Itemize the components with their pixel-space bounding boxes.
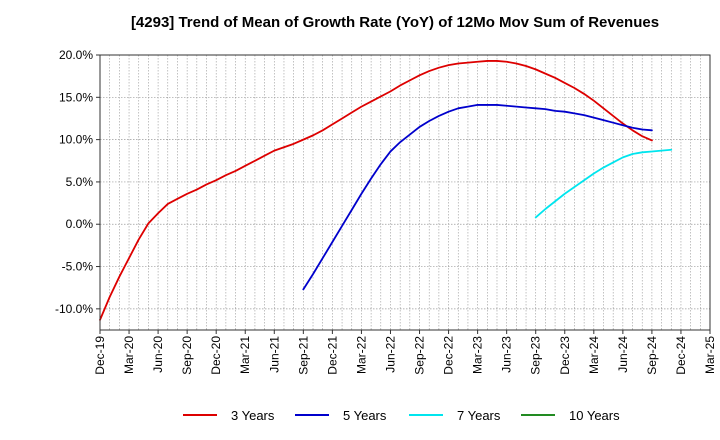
x-tick-label: Dec-21 [325, 336, 339, 375]
series-line-3-years [99, 60, 653, 321]
x-tick-label: Mar-21 [238, 336, 252, 374]
y-axis-ticks: 20.0% 15.0% 10.0% 5.0% 0.0% -5.0% -10.0% [55, 48, 100, 316]
x-tick-label: Mar-20 [122, 336, 136, 374]
plot-frame [99, 54, 711, 331]
legend-swatch-5-years [295, 414, 329, 416]
x-tick-label: Jun-22 [383, 336, 397, 373]
x-tick-label: Jun-21 [267, 336, 281, 373]
legend-label-5-years: 5 Years [343, 407, 387, 423]
legend-item-5-years: 5 Years [295, 404, 386, 426]
x-tick-label: Sep-23 [529, 336, 543, 375]
x-tick-label: Dec-22 [442, 336, 456, 375]
legend-item-3-years: 3 Years [183, 404, 274, 426]
y-tick-label: 10.0% [59, 133, 93, 147]
x-tick-label: Dec-20 [209, 336, 223, 375]
x-tick-label: Mar-24 [587, 336, 601, 374]
y-tick-label: -5.0% [62, 260, 94, 274]
y-tick-label: 0.0% [66, 217, 94, 231]
legend-label-7-years: 7 Years [457, 407, 501, 423]
legend-swatch-7-years [409, 414, 443, 416]
y-tick-label: -10.0% [55, 302, 93, 316]
series-line-7-years [534, 148, 673, 219]
y-tick-label: 15.0% [59, 90, 93, 104]
y-tick-label: 20.0% [59, 48, 93, 62]
legend-label-10-years: 10 Years [569, 407, 620, 423]
x-tick-label: Jun-24 [616, 336, 630, 373]
x-tick-label: Jun-20 [151, 336, 165, 373]
chart-title: [4293] Trend of Mean of Growth Rate (YoY… [130, 14, 660, 31]
x-tick-label: Sep-20 [180, 336, 194, 375]
series-lines [99, 60, 673, 321]
series-line-5-years [302, 104, 653, 291]
legend: 3 Years 5 Years 7 Years 10 Years [0, 404, 720, 426]
legend-swatch-10-years [521, 414, 555, 416]
plot-background [100, 55, 710, 330]
x-tick-label: Mar-25 [703, 336, 717, 374]
legend-item-10-years: 10 Years [521, 404, 620, 426]
x-tick-label: Dec-23 [558, 336, 572, 375]
x-tick-label: Jun-23 [500, 336, 514, 373]
x-tick-label: Dec-19 [93, 336, 107, 375]
x-tick-label: Sep-21 [296, 336, 310, 375]
legend-label-3-years: 3 Years [231, 407, 275, 423]
legend-item-7-years: 7 Years [409, 404, 500, 426]
legend-swatch-3-years [183, 414, 217, 416]
x-tick-label: Mar-23 [471, 336, 485, 374]
y-tick-label: 5.0% [66, 175, 94, 189]
x-tick-label: Mar-22 [354, 336, 368, 374]
x-tick-label: Dec-24 [674, 336, 688, 375]
x-tick-label: Sep-22 [413, 336, 427, 375]
x-tick-label: Sep-24 [645, 336, 659, 375]
x-axis-ticks: Dec-19 Mar-20 Jun-20 Sep-20 Dec-20 Mar-21 Jun-… [93, 330, 717, 375]
